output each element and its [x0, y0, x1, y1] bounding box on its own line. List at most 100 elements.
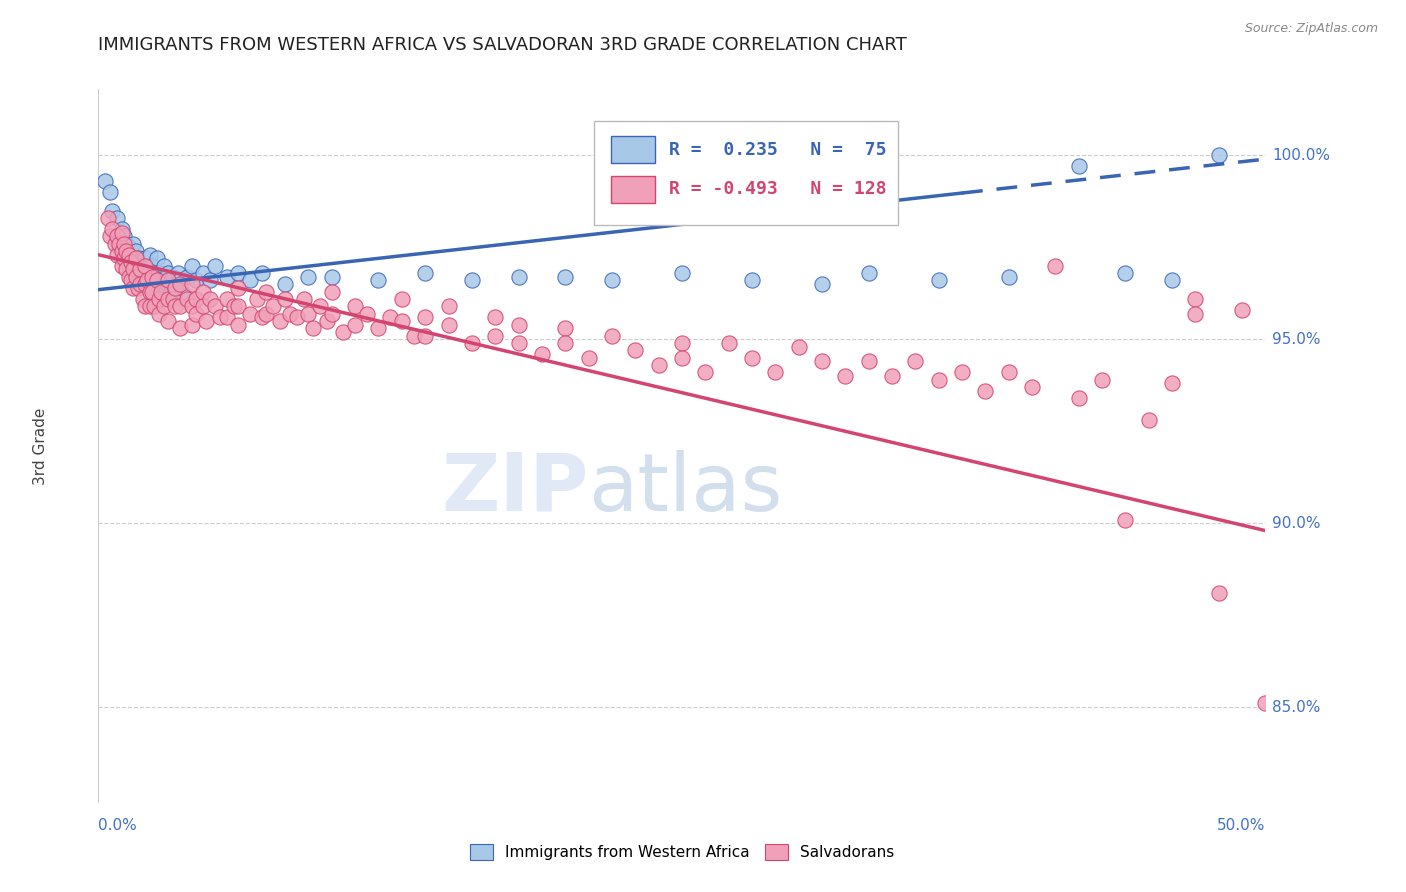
- Legend: Immigrants from Western Africa, Salvadorans: Immigrants from Western Africa, Salvador…: [464, 838, 900, 866]
- Point: [647, 358, 669, 372]
- Point: [101, 203, 124, 218]
- Point: [695, 366, 717, 380]
- Point: [278, 307, 301, 321]
- Point: [132, 266, 155, 280]
- Point: [834, 369, 856, 384]
- Point: [1254, 697, 1277, 711]
- Point: [157, 266, 180, 280]
- Point: [1230, 302, 1253, 317]
- Point: [222, 299, 245, 313]
- Text: R = -0.493   N = 128: R = -0.493 N = 128: [669, 180, 887, 198]
- Point: [112, 244, 135, 258]
- Point: [115, 262, 138, 277]
- Point: [215, 310, 238, 325]
- Point: [112, 252, 135, 266]
- Point: [152, 259, 174, 273]
- Point: [125, 252, 148, 266]
- Point: [880, 369, 903, 384]
- Point: [165, 281, 187, 295]
- Point: [127, 252, 149, 266]
- FancyBboxPatch shape: [610, 176, 655, 202]
- Point: [141, 285, 163, 299]
- Point: [811, 354, 834, 368]
- Point: [101, 222, 124, 236]
- Point: [132, 292, 155, 306]
- Point: [378, 310, 402, 325]
- Point: [297, 307, 319, 321]
- Point: [413, 310, 436, 325]
- Point: [1045, 259, 1067, 273]
- Point: [166, 266, 188, 280]
- Point: [671, 266, 693, 280]
- Point: [162, 269, 184, 284]
- Point: [157, 273, 180, 287]
- Point: [139, 285, 162, 299]
- Point: [554, 269, 576, 284]
- Point: [180, 318, 202, 332]
- Point: [858, 266, 880, 280]
- Point: [228, 318, 250, 332]
- Point: [157, 277, 180, 292]
- Point: [169, 277, 191, 292]
- Point: [763, 366, 786, 380]
- Point: [111, 222, 134, 236]
- Point: [111, 240, 134, 254]
- Point: [172, 285, 194, 299]
- Point: [1067, 160, 1090, 174]
- Point: [120, 273, 142, 287]
- Point: [1184, 307, 1206, 321]
- Point: [741, 351, 763, 365]
- Point: [367, 321, 389, 335]
- Point: [136, 273, 159, 287]
- Point: [169, 299, 191, 313]
- Point: [741, 273, 763, 287]
- Point: [194, 314, 217, 328]
- Point: [139, 248, 162, 262]
- Point: [152, 273, 174, 287]
- Point: [578, 351, 600, 365]
- Point: [146, 285, 169, 299]
- Point: [157, 314, 180, 328]
- Point: [180, 299, 202, 313]
- Point: [193, 266, 215, 280]
- Point: [1208, 586, 1230, 600]
- Point: [671, 351, 693, 365]
- Point: [215, 269, 238, 284]
- Point: [108, 236, 131, 251]
- Point: [148, 266, 170, 280]
- Point: [413, 328, 436, 343]
- Point: [150, 285, 173, 299]
- Text: 0.0%: 0.0%: [98, 817, 138, 832]
- Point: [120, 255, 142, 269]
- Text: Source: ZipAtlas.com: Source: ZipAtlas.com: [1244, 22, 1378, 36]
- Point: [180, 277, 202, 292]
- Point: [120, 248, 142, 262]
- Point: [108, 240, 131, 254]
- Point: [134, 299, 156, 313]
- Point: [118, 269, 141, 284]
- Point: [105, 229, 128, 244]
- Point: [98, 185, 121, 199]
- Point: [285, 310, 308, 325]
- Point: [118, 259, 141, 273]
- Point: [105, 248, 128, 262]
- Point: [180, 259, 202, 273]
- Point: [1067, 391, 1090, 405]
- Point: [139, 281, 162, 295]
- Point: [508, 269, 530, 284]
- Point: [321, 285, 343, 299]
- Point: [717, 336, 740, 351]
- Point: [508, 336, 530, 351]
- Point: [1114, 512, 1136, 526]
- Point: [118, 248, 141, 262]
- Point: [134, 277, 156, 292]
- Point: [148, 292, 170, 306]
- Point: [97, 211, 120, 225]
- Point: [787, 340, 810, 354]
- Text: ZIP: ZIP: [441, 450, 589, 528]
- Point: [186, 273, 208, 287]
- Point: [139, 299, 162, 313]
- Point: [169, 321, 191, 335]
- Point: [250, 310, 273, 325]
- Point: [152, 299, 174, 313]
